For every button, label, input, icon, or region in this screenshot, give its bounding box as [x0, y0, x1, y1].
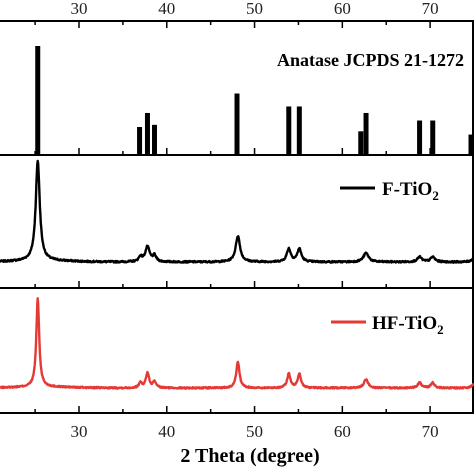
- top-tick-label: 40: [158, 0, 175, 18]
- bottom-tick-label: 40: [158, 422, 175, 441]
- reference-peak-bar: [296, 106, 302, 154]
- hf-tio2-series-line: [0, 297, 474, 390]
- f-tio2-legend: F-TiO2: [340, 179, 439, 203]
- bottom-tick-label: 50: [246, 422, 263, 441]
- plot-frame: [0, 20, 474, 414]
- bottom-tick-labels: 30 40 50 60 70: [71, 422, 439, 441]
- hf-tio2-panel: HF-TiO2: [0, 297, 474, 390]
- reference-peak-bar: [151, 124, 157, 154]
- reference-peak-bar: [358, 131, 364, 154]
- top-tick-label: 50: [246, 0, 263, 18]
- f-tio2-series-line: [0, 159, 474, 264]
- top-tick-label: 70: [422, 0, 439, 18]
- bottom-tick-label: 70: [422, 422, 439, 441]
- top-tick-labels: 30 40 50 60 70: [71, 0, 439, 18]
- reference-peak-bar: [468, 134, 474, 154]
- hf-tio2-legend-label: HF-TiO2: [372, 313, 444, 337]
- reference-peak-bar: [430, 120, 436, 154]
- tick-marks: [34, 21, 431, 413]
- reference-peak-bar: [363, 112, 369, 154]
- reference-panel: Anatase JCPDS 21-1272: [35, 46, 474, 154]
- f-tio2-panel: F-TiO2: [0, 159, 474, 264]
- f-tio2-legend-label: F-TiO2: [382, 179, 439, 203]
- top-tick-label: 30: [71, 0, 88, 18]
- x-axis-title: 2 Theta (degree): [180, 445, 319, 467]
- top-tick-label: 60: [334, 0, 351, 18]
- hf-tio2-legend: HF-TiO2: [331, 313, 444, 337]
- bottom-tick-label: 60: [334, 422, 351, 441]
- reference-peaks: [35, 46, 474, 154]
- reference-peak-bar: [417, 120, 423, 154]
- reference-peak-bar: [234, 93, 240, 154]
- reference-peak-bar: [286, 106, 292, 154]
- reference-peak-bar: [144, 112, 150, 154]
- reference-peak-bar: [137, 127, 143, 154]
- bottom-tick-label: 30: [71, 422, 88, 441]
- reference-label: Anatase JCPDS 21-1272: [277, 50, 464, 70]
- reference-peak-bar: [35, 46, 41, 154]
